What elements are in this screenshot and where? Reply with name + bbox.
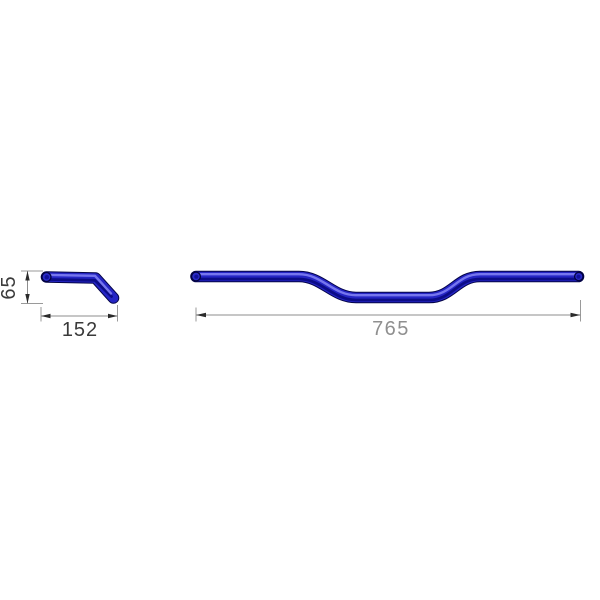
dimension-152-arrow-right bbox=[108, 313, 118, 319]
side-tube-opening-bore bbox=[44, 275, 49, 280]
dimension-152-label: 152 bbox=[62, 319, 98, 341]
handlebar-front-profile bbox=[190, 270, 585, 304]
dimension-765: 765 bbox=[195, 300, 581, 340]
dimension-65: 65 bbox=[0, 270, 43, 304]
side-view: 65 152 bbox=[0, 270, 120, 341]
front-tube-highlight bbox=[197, 273, 578, 297]
dimension-765-arrow-left bbox=[196, 312, 206, 318]
side-tube-highlight bbox=[47, 273, 113, 295]
front-tube-shading bbox=[197, 277, 578, 302]
dimension-152-arrow-left bbox=[41, 313, 51, 319]
side-tube-shading bbox=[47, 278, 113, 298]
dimension-765-label: 765 bbox=[372, 318, 410, 340]
dimension-65-arrow-up bbox=[25, 271, 30, 281]
front-tube-right-opening-bore bbox=[576, 274, 581, 279]
dimension-65-arrow-down bbox=[25, 294, 30, 304]
dimension-765-arrow-right bbox=[570, 312, 581, 318]
dimension-152: 152 bbox=[40, 305, 118, 341]
dimension-65-label: 65 bbox=[0, 275, 20, 299]
front-tube-body bbox=[191, 271, 584, 303]
front-view: 765 bbox=[190, 270, 585, 340]
front-tube-left-opening-bore bbox=[194, 274, 199, 279]
handlebar-side-profile bbox=[40, 271, 120, 304]
